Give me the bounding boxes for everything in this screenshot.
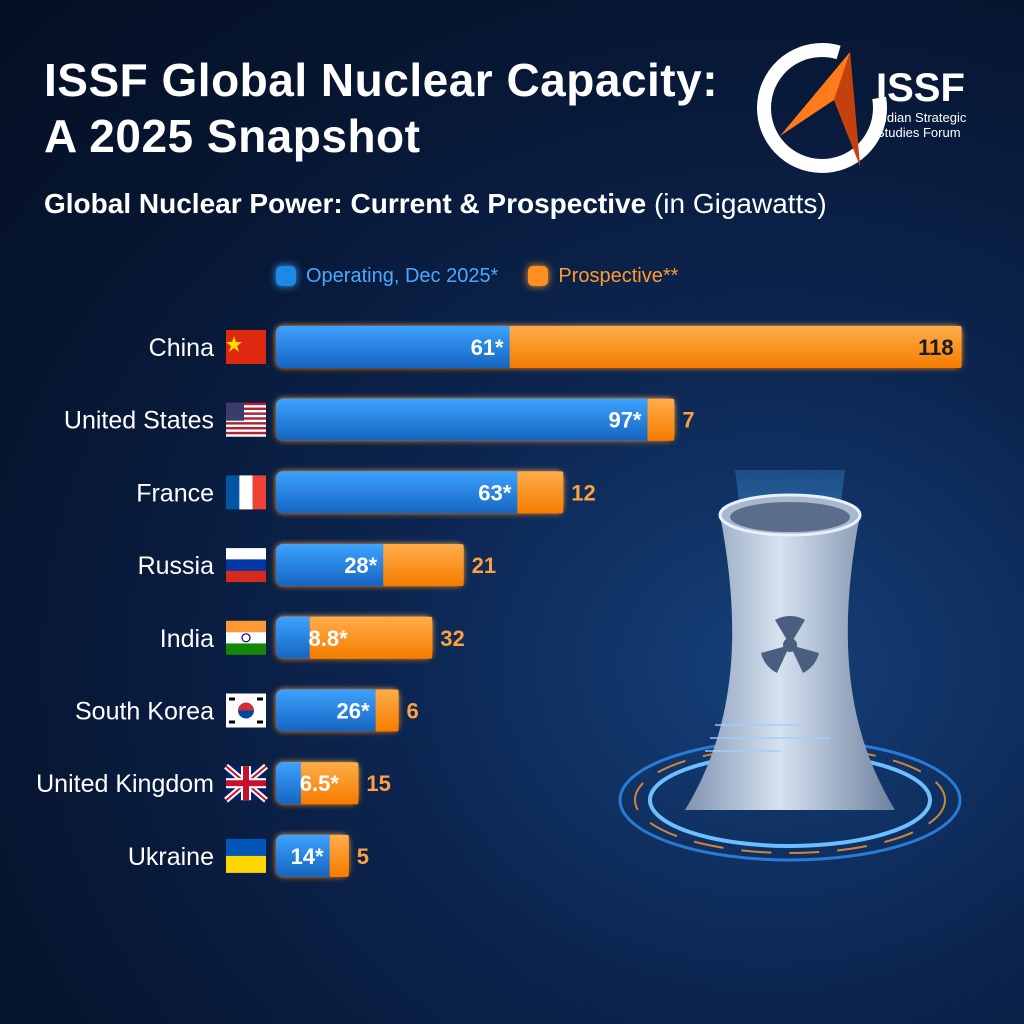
logo-text: ISSF Indian Strategic Studies Forum [876,66,996,140]
legend-item-operating: Operating, Dec 2025* [276,265,498,288]
value-label-prospective: 12 [571,480,595,505]
country-label: South Korea [75,698,214,726]
value-label-operating: 28* [344,553,377,578]
legend-label-prospective: Prospective** [558,264,679,287]
value-label-prospective: 7 [682,408,694,433]
value-label-operating: 61* [471,335,504,360]
china-flag-icon [226,330,266,364]
bar-prospective-segment [375,689,399,732]
value-label-operating: 6.5* [300,771,340,796]
russia-flag-icon [226,548,266,583]
bar-operating [276,616,316,659]
ukraine-flag-icon [226,838,266,873]
country-label: United Kingdom [36,770,214,798]
bar-operating [276,834,336,877]
cooling-tower-illustration [618,470,962,862]
india-flag-icon [226,620,266,655]
value-label-prospective: 6 [407,699,419,724]
value-label-prospective: 21 [472,553,496,578]
bar-prospective-segment [647,398,675,441]
country-label: Ukraine [128,843,214,871]
logo-full-name: Indian Strategic Studies Forum [876,110,967,140]
bar-prospective-segment [309,616,433,659]
chart-legend: Operating, Dec 2025* Prospective** [276,262,678,290]
chart-unit: (in Gigawatts) [653,188,827,219]
value-label-prospective: 32 [440,626,464,651]
value-label-prospective: 15 [366,771,390,796]
bar-prospective-segment [383,544,464,587]
legend-swatch-prospective [528,266,549,286]
value-label-operating: 14* [291,844,324,869]
page-title: ISSF Global Nuclear Capacity: A 2025 Sna… [44,54,719,162]
bar-operating [276,326,516,368]
country-label: United States [64,407,214,435]
chart-subtitle: Global Nuclear Power: Current & Prospect… [44,188,827,220]
value-label-prospective: 118 [918,335,954,360]
bar-prospective-segment [517,471,564,514]
issf-logo-icon [757,43,887,173]
chart-subtitle-text: Global Nuclear Power: Current & Prospect… [44,188,647,219]
legend-label-operating: Operating, Dec 2025* [306,264,499,287]
country-label: France [136,479,214,507]
value-label-operating: 97* [608,408,641,433]
uk-flag-icon [224,763,268,803]
country-label: Russia [138,552,215,580]
bar-operating [276,544,390,587]
value-label-operating: 26* [337,699,370,724]
usa-flag-icon [226,402,266,437]
bar-prospective-segment [329,834,349,877]
country-label: India [160,625,214,653]
bar-operating [276,762,307,805]
bar-operating [276,471,524,514]
south-korea-flag-icon [226,693,266,728]
value-label-operating: 63* [478,480,511,505]
radiation-icon [761,615,819,673]
country-label: China [149,334,214,362]
value-label-prospective: 5 [357,844,369,869]
france-flag-icon [226,475,266,510]
bar-operating [276,689,382,732]
legend-swatch-operating [276,266,296,286]
logo-name: ISSF [876,66,965,110]
bar-prospective-segment [509,326,962,368]
value-label-operating: 8.8* [309,626,349,651]
bar-operating [276,398,654,441]
bar-prospective-segment [300,762,359,805]
legend-item-prospective: Prospective** [528,265,678,288]
